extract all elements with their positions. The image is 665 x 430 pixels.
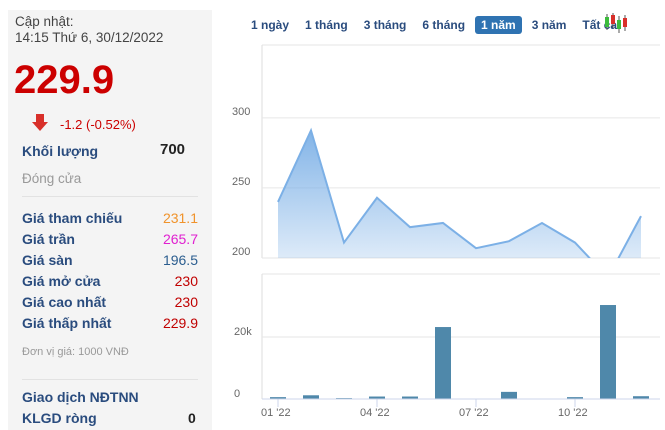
y-tick-label: 0 bbox=[234, 388, 240, 400]
price-row-label: Giá trần bbox=[22, 231, 75, 247]
range-tabs: 1 ngày 1 tháng 3 tháng 6 tháng 1 năm 3 năm Tất… bbox=[245, 16, 627, 34]
tab-range[interactable]: 1 ngày bbox=[251, 18, 290, 32]
price-row-value: 231.1 bbox=[162, 210, 198, 226]
price-row-label: Giá sàn bbox=[22, 252, 73, 268]
price-change: -1.2 (-0.52%) bbox=[60, 117, 136, 132]
volume-bar bbox=[501, 391, 517, 399]
volume-bar bbox=[567, 397, 583, 399]
tab-range[interactable]: 1 tháng bbox=[305, 18, 348, 32]
y-tick-label: 250 bbox=[232, 176, 250, 188]
y-tick-label: 200 bbox=[232, 246, 250, 258]
y-tick-label: 20k bbox=[234, 326, 252, 338]
volume-bar bbox=[600, 305, 616, 399]
price-row-value: 196.5 bbox=[162, 252, 198, 268]
market-status: Đóng cửa bbox=[22, 171, 82, 186]
quote-panel bbox=[8, 10, 212, 430]
net-volume-label: KLGD ròng bbox=[22, 410, 97, 426]
price-row-label: Giá mở cửa bbox=[22, 273, 101, 289]
tab-range[interactable]: 3 tháng bbox=[363, 18, 407, 32]
price-row-label: Giá tham chiếu bbox=[22, 210, 123, 226]
unit-note: Đơn vị giá: 1000 VNĐ bbox=[22, 346, 129, 358]
price-row-value: 265.7 bbox=[162, 231, 198, 247]
price-area bbox=[278, 130, 641, 258]
current-price: 229.9 bbox=[14, 58, 115, 102]
volume-bar bbox=[435, 327, 451, 399]
tab-range[interactable]: 3 năm bbox=[531, 18, 567, 32]
price-row-label: Giá cao nhất bbox=[22, 294, 107, 310]
updated-info: Cập nhật: 14:15 Thứ 6, 30/12/2022 bbox=[15, 14, 163, 46]
tab-range[interactable]: 1 năm bbox=[475, 16, 522, 34]
y-tick-label: 300 bbox=[232, 106, 250, 118]
price-row-value: 229.9 bbox=[162, 315, 198, 331]
volume-bar bbox=[633, 396, 649, 399]
volume-bar bbox=[369, 396, 385, 399]
x-tick-label: 07 '22 bbox=[459, 407, 489, 419]
price-row-value: 230 bbox=[174, 273, 198, 289]
volume-bar bbox=[402, 396, 418, 399]
volume-bar bbox=[303, 395, 319, 399]
volume-value: 700 bbox=[160, 141, 186, 158]
net-volume-value: 0 bbox=[188, 410, 196, 426]
price-row-value: 230 bbox=[174, 294, 198, 310]
down-arrow-icon bbox=[32, 114, 48, 131]
divider bbox=[22, 379, 198, 380]
candlestick-icon[interactable] bbox=[604, 13, 628, 33]
x-tick-label: 10 '22 bbox=[558, 407, 588, 419]
updated-label: Cập nhật: bbox=[15, 14, 74, 29]
tab-range[interactable]: 6 tháng bbox=[422, 18, 466, 32]
updated-time: 14:15 Thứ 6, 30/12/2022 bbox=[15, 30, 164, 45]
divider bbox=[22, 196, 198, 197]
price-row-label: Giá thấp nhất bbox=[22, 315, 112, 331]
price-volume-chart: 200 250 300 0 20k 01 '22 04 '22 07 '22 10 '22 bbox=[232, 44, 660, 419]
foreign-trade-title: Giao dịch NĐTNN bbox=[22, 389, 139, 405]
price-line bbox=[277, 127, 642, 258]
volume-label: Khối lượng bbox=[22, 143, 99, 159]
volume-bar bbox=[270, 397, 286, 399]
x-tick-label: 04 '22 bbox=[360, 407, 390, 419]
x-tick-label: 01 '22 bbox=[261, 407, 291, 419]
